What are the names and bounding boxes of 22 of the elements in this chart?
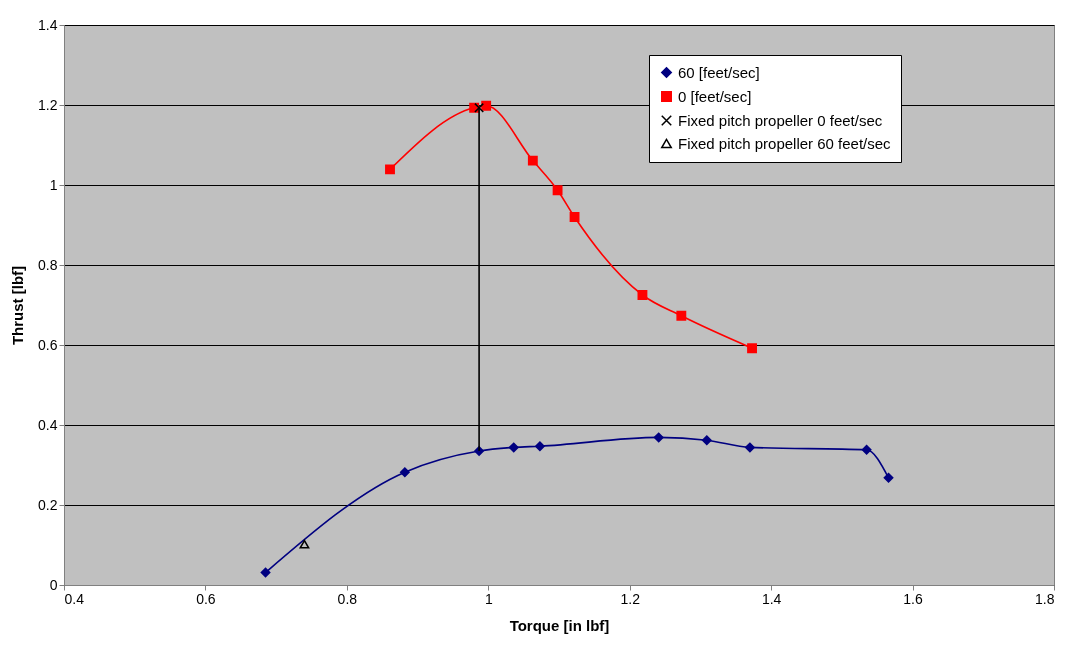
y-tick-label: 1 xyxy=(49,176,58,193)
y-tick-label: 1.2 xyxy=(38,96,58,113)
x-tick-label: 1.2 xyxy=(620,590,641,607)
y-tick-label: 0.8 xyxy=(38,256,58,273)
x-tick-label: 1.4 xyxy=(761,590,782,607)
x-axis-title: Torque [in lbf] xyxy=(509,616,610,634)
y-axis-title: Thrust [lbf] xyxy=(9,265,27,346)
x-tick-label: 0.8 xyxy=(337,590,358,607)
x-tick-label: 0.6 xyxy=(196,590,216,607)
x-tick-label: 1.6 xyxy=(903,590,924,607)
x-tick-label: 1 xyxy=(484,590,493,607)
x-tick-label: 1.8 xyxy=(1035,590,1055,607)
y-tick-label: 0.2 xyxy=(38,496,58,513)
legend-label: 0 [feet/sec] xyxy=(678,87,752,105)
y-tick-label: 0 xyxy=(49,576,58,593)
legend-label: Fixed pitch propeller 0 feet/sec xyxy=(678,111,883,129)
y-tick-label: 0.4 xyxy=(38,416,58,433)
legend-label: 60 [feet/sec] xyxy=(678,63,760,81)
legend-label: Fixed pitch propeller 60 feet/sec xyxy=(678,134,892,152)
y-tick-label: 0.6 xyxy=(38,336,58,353)
x-tick-label: 0.4 xyxy=(64,590,85,607)
y-tick-label: 1.4 xyxy=(38,16,58,33)
